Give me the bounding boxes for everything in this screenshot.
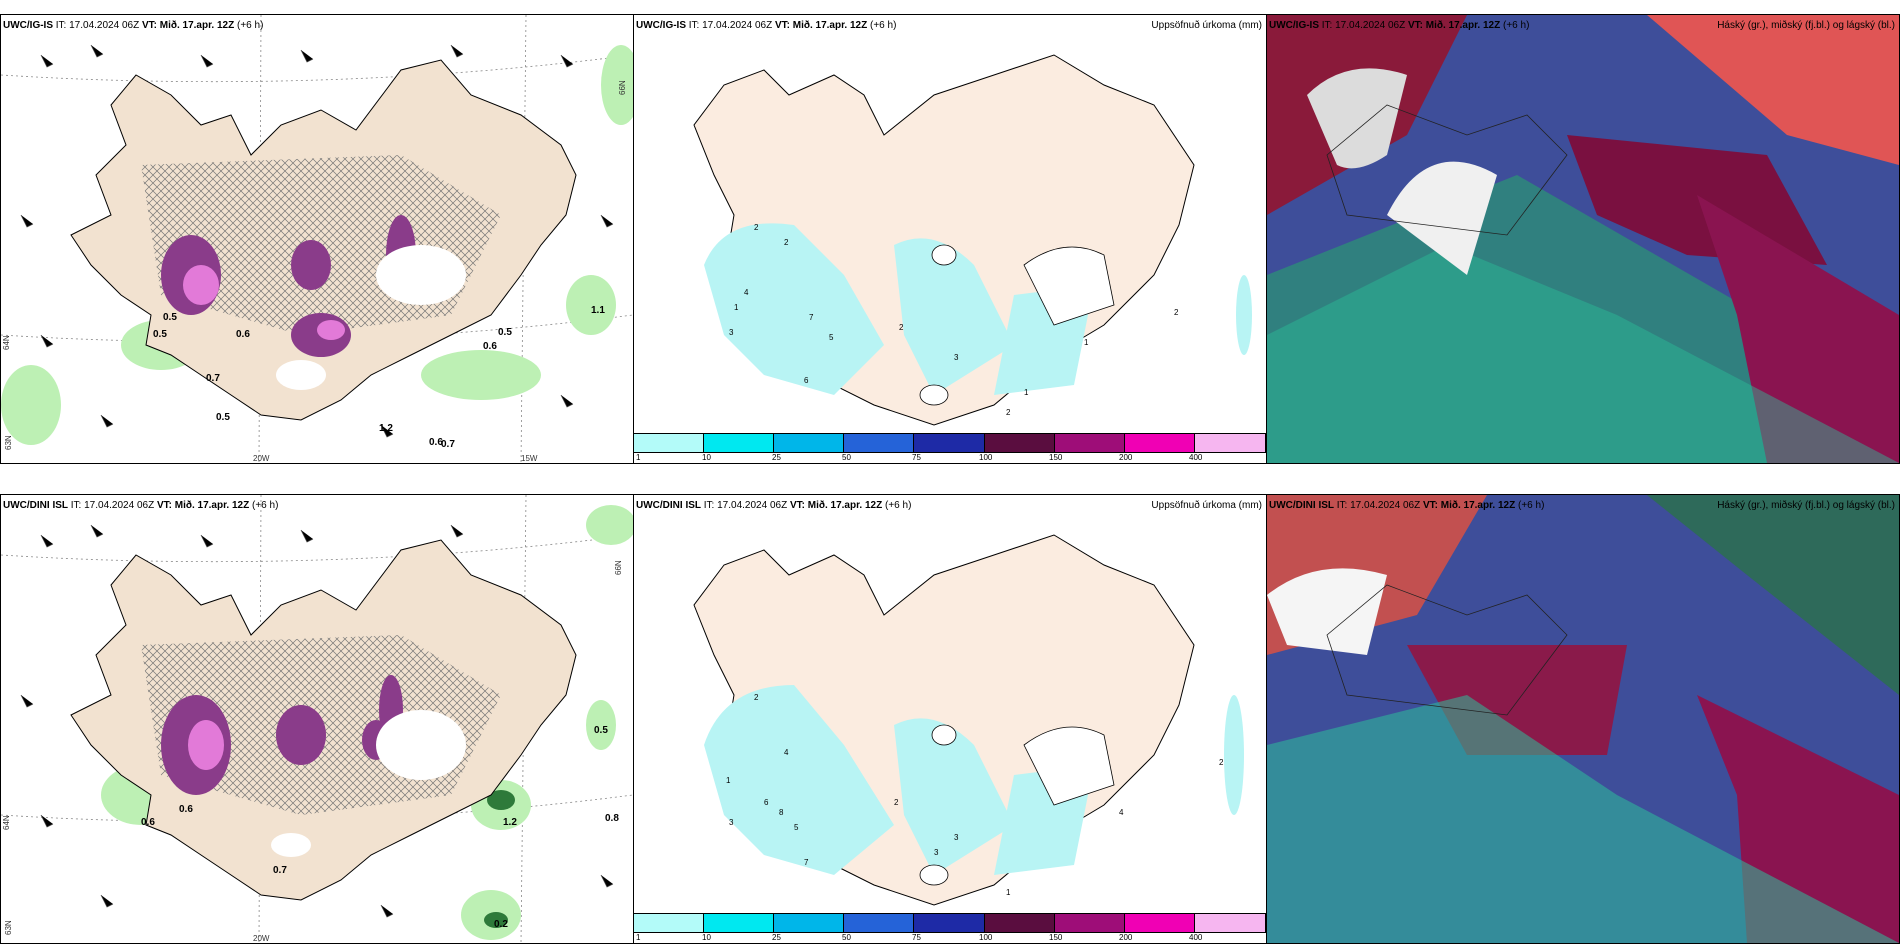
svg-text:2: 2: [894, 798, 899, 807]
precip-label: 0.7: [206, 373, 220, 384]
precip-label: 1.1: [591, 305, 605, 316]
lat-label: 66N: [618, 80, 627, 95]
panel-title: UWC/IG-IS IT: 17.04.2024 06Z VT: Mið. 17…: [3, 20, 264, 31]
precip-label: 0.5: [163, 312, 177, 323]
panel-bot-left: UWC/DINI ISL IT: 17.04.2024 06Z VT: Mið.…: [0, 494, 634, 944]
precip-label: 0.7: [273, 865, 287, 876]
svg-text:7: 7: [809, 313, 814, 322]
svg-text:3: 3: [954, 353, 959, 362]
panel-variable-label: Háský (gr.), miðský (fj.bl.) og lágský (…: [1717, 20, 1895, 31]
lat-label: 63N: [4, 920, 13, 935]
colorbar-bin: [1194, 914, 1266, 932]
svg-text:1: 1: [1024, 388, 1029, 397]
colorbar-bin: [634, 434, 705, 452]
colorbar-bin: [914, 914, 985, 932]
panel-variable-label: Háský (gr.), miðský (fj.bl.) og lágský (…: [1717, 500, 1895, 511]
precip-label: 0.6: [236, 329, 250, 340]
precip-wind-map: 0.5 0.6 0.7 0.5 1.1 1.2 0.6 0.7 0.5 0.6 …: [1, 15, 633, 463]
svg-text:3: 3: [729, 818, 734, 827]
lon-label: 20W: [253, 454, 270, 463]
panel-title: UWC/DINI ISL IT: 17.04.2024 06Z VT: Mið.…: [636, 500, 912, 511]
svg-text:2: 2: [754, 223, 759, 232]
colorbar-bin: [1054, 914, 1125, 932]
colorbar-ticks: 1 10 25 50 75 100 150 200 400: [636, 933, 1203, 942]
colorbar-bin: [1124, 914, 1195, 932]
svg-text:8: 8: [779, 808, 784, 817]
panel-title: UWC/DINI ISL IT: 17.04.2024 06Z VT: Mið.…: [1269, 500, 1545, 511]
colorbar-bin: [704, 434, 775, 452]
svg-text:5: 5: [794, 823, 799, 832]
accumulated-precip-map: 1 2 3 4 5 6 7 8 3 2 1 2 4 3: [693, 534, 1244, 906]
svg-text:2: 2: [1219, 758, 1224, 767]
panel-bot-mid: UWC/DINI ISL IT: 17.04.2024 06Z VT: Mið.…: [633, 494, 1267, 944]
svg-text:3: 3: [954, 833, 959, 842]
colorbar-bin: [774, 914, 845, 932]
svg-text:4: 4: [784, 748, 789, 757]
precip-label: 0.7: [441, 439, 455, 450]
svg-text:7: 7: [804, 858, 809, 867]
colorbar-bin: [844, 914, 915, 932]
precip-wind-map: 0.6 0.5 0.8 0.2 0.6 1.2 0.7 20W 66N 64N …: [1, 495, 633, 943]
panel-title: UWC/IG-IS IT: 17.04.2024 06Z VT: Mið. 17…: [1269, 20, 1530, 31]
svg-text:2: 2: [784, 238, 789, 247]
precip-label: 0.6: [141, 817, 155, 828]
lat-label: 64N: [2, 815, 11, 830]
svg-text:4: 4: [1119, 808, 1124, 817]
colorbar-bin: [984, 434, 1055, 452]
svg-text:1: 1: [1084, 338, 1089, 347]
colorbar: [634, 433, 1266, 453]
panel-bot-right: UWC/DINI ISL IT: 17.04.2024 06Z VT: Mið.…: [1266, 494, 1900, 944]
svg-text:1: 1: [1006, 888, 1011, 897]
colorbar-bin: [774, 434, 845, 452]
cloud-cover-map: [1267, 15, 1899, 463]
svg-text:2: 2: [1174, 308, 1179, 317]
precip-label: 0.6: [429, 437, 443, 448]
precip-label: 0.8: [605, 813, 619, 824]
panel-top-right: UWC/IG-IS IT: 17.04.2024 06Z VT: Mið. 17…: [1266, 14, 1900, 464]
colorbar-bin: [634, 914, 705, 932]
lon-label: 15W: [521, 454, 538, 463]
precip-label: 0.5: [216, 412, 230, 423]
panel-variable-label: Uppsöfnuð úrkoma (mm): [1151, 500, 1262, 511]
lat-label: 66N: [614, 560, 623, 575]
svg-text:3: 3: [729, 328, 734, 337]
lat-label: 63N: [4, 435, 13, 450]
precip-label: 1.2: [379, 423, 393, 434]
precip-label: 0.6: [179, 804, 193, 815]
svg-text:1: 1: [726, 776, 731, 785]
precip-label: 0.5: [594, 725, 608, 736]
colorbar: [634, 913, 1266, 933]
svg-text:6: 6: [804, 376, 809, 385]
svg-text:3: 3: [934, 848, 939, 857]
colorbar-bin: [1194, 434, 1266, 452]
colorbar-bin: [914, 434, 985, 452]
svg-text:1: 1: [734, 303, 739, 312]
svg-text:5: 5: [829, 333, 834, 342]
colorbar-bin: [1054, 434, 1125, 452]
colorbar-bin: [1124, 434, 1195, 452]
precip-label: 0.6: [483, 341, 497, 352]
colorbar-bin: [984, 914, 1055, 932]
precip-label: 0.5: [153, 329, 167, 340]
svg-text:4: 4: [744, 288, 749, 297]
colorbar-ticks: 1 10 25 50 75 100 150 200 400: [636, 453, 1203, 462]
accumulated-precip-map: 1 2 3 4 2 5 6 7 2 3 1 2 2 1: [693, 54, 1252, 426]
cloud-cover-map: [1267, 495, 1899, 943]
panel-title: UWC/IG-IS IT: 17.04.2024 06Z VT: Mið. 17…: [636, 20, 897, 31]
svg-text:6: 6: [764, 798, 769, 807]
svg-text:2: 2: [754, 693, 759, 702]
precip-label: 0.5: [498, 327, 512, 338]
panel-title: UWC/DINI ISL IT: 17.04.2024 06Z VT: Mið.…: [3, 500, 279, 511]
lat-label: 64N: [2, 335, 11, 350]
panel-variable-label: Uppsöfnuð úrkoma (mm): [1151, 20, 1262, 31]
colorbar-bin: [704, 914, 775, 932]
precip-label: 0.2: [494, 919, 508, 930]
panel-top-mid: UWC/IG-IS IT: 17.04.2024 06Z VT: Mið. 17…: [633, 14, 1267, 464]
precip-label: 1.2: [503, 817, 517, 828]
svg-text:2: 2: [1006, 408, 1011, 417]
lon-label: 20W: [253, 934, 270, 943]
panel-top-left: UWC/IG-IS IT: 17.04.2024 06Z VT: Mið. 17…: [0, 14, 634, 464]
colorbar-bin: [844, 434, 915, 452]
svg-text:2: 2: [899, 323, 904, 332]
